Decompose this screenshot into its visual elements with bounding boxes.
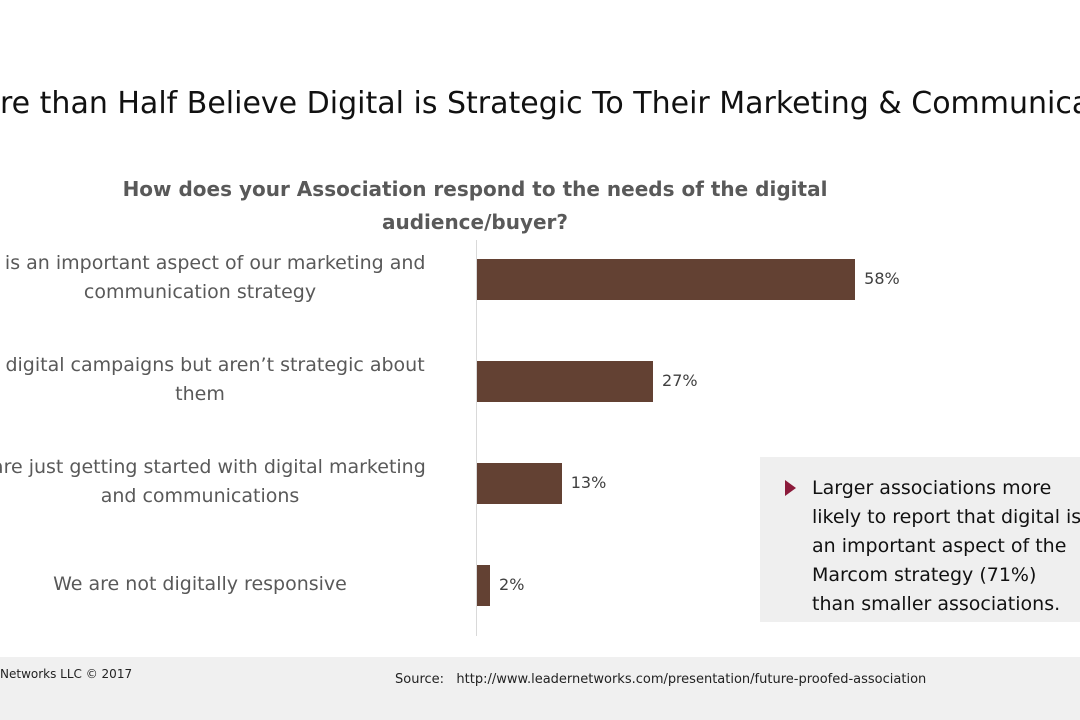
slide-title: re than Half Believe Digital is Strategi…: [0, 86, 1080, 121]
value-label: 58%: [864, 269, 900, 288]
source: Source: http://www.leadernetworks.com/pr…: [395, 672, 927, 687]
category-label: tal is an important aspect of our market…: [4, 252, 426, 303]
value-label: 27%: [662, 371, 698, 390]
chart-title: How does your Association respond to the…: [122, 177, 828, 234]
category-label: We are not digitally responsive: [53, 572, 347, 595]
category-label: e are just getting started with digital …: [0, 456, 426, 507]
copyright: Networks LLC © 2017: [0, 667, 133, 681]
bullet: [785, 480, 796, 496]
bar: [477, 565, 491, 606]
footer: Networks LLC © 2017 Source: http://www.l…: [0, 657, 1080, 720]
bar: [477, 361, 654, 402]
axis-line: [476, 240, 477, 636]
bar: [477, 463, 562, 504]
value-label: 2%: [499, 575, 525, 594]
bar: [477, 259, 856, 300]
category-label: un digital campaigns but aren’t strategi…: [5, 354, 425, 405]
value-label: 13%: [570, 473, 607, 492]
callout-text: Larger associations more likely to repor…: [812, 477, 1080, 615]
callout: Larger associations more likely to repor…: [760, 457, 1080, 622]
